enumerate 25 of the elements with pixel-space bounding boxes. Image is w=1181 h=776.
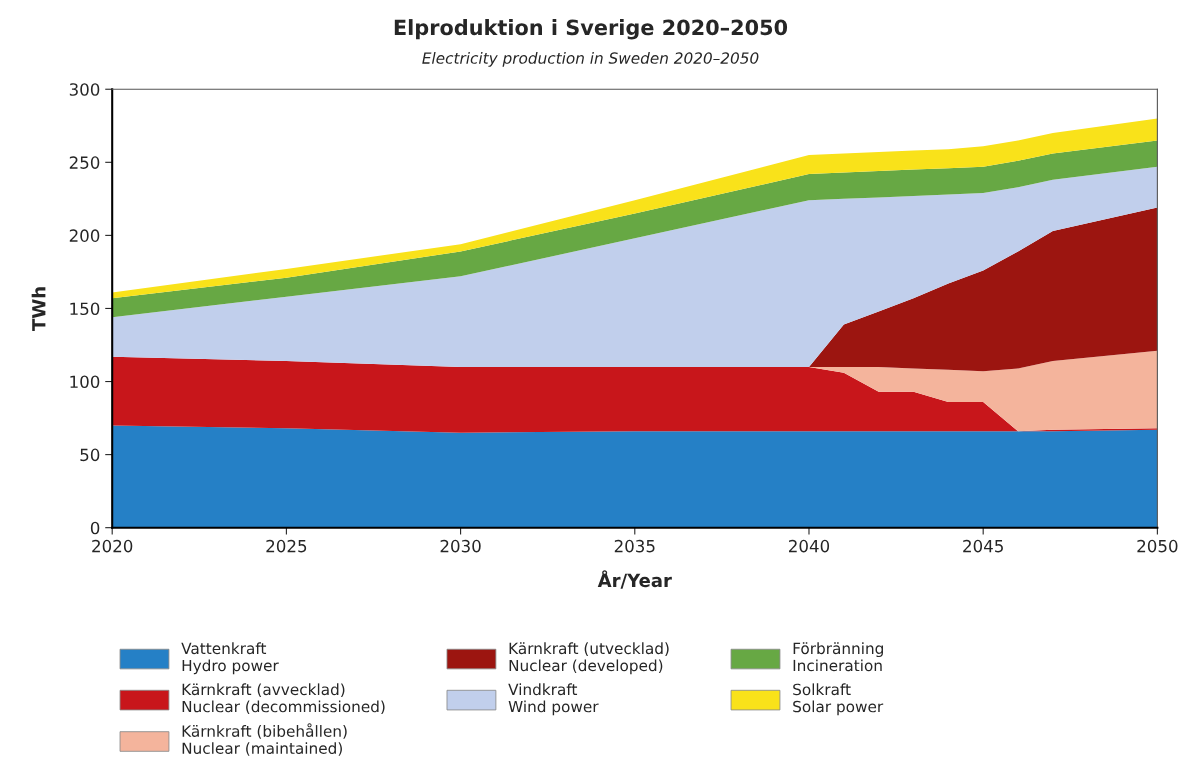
y-tick-label: 200 xyxy=(69,229,100,242)
legend-label: Förbränning Incineration xyxy=(793,642,883,672)
x-tick-label: 2020 xyxy=(92,539,133,553)
y-tick-label: 0 xyxy=(90,521,100,535)
x-tick-label: 2040 xyxy=(789,539,830,553)
x-tick-label: 2030 xyxy=(440,539,481,553)
y-tick-label: 150 xyxy=(70,302,100,316)
y-tick-label: 100 xyxy=(70,375,100,389)
x-tick-label: 2045 xyxy=(963,539,1003,553)
chart-title: Elproduktion i Sverige 2020–2050 xyxy=(394,19,788,40)
x-tick-label: 2035 xyxy=(614,539,655,553)
x-axis-title: År/Year xyxy=(597,570,672,589)
legend-label: Vattenkraft Hydro power xyxy=(181,642,279,675)
x-tick-label: 2025 xyxy=(266,539,307,553)
legend-label: Kärnkraft (bibehållen) Nuclear (maintained) xyxy=(182,723,347,756)
y-axis-title: TWh xyxy=(31,287,46,331)
legend-label: Vindkraft Wind power xyxy=(508,683,599,716)
y-tick-label: 250 xyxy=(69,156,100,169)
chart-subtitle: Electricity production in Sweden 2020–2050 xyxy=(422,52,759,67)
legend-label: Kärnkraft (utvecklad) Nuclear (developed) xyxy=(509,642,669,675)
y-tick-label: 300 xyxy=(69,83,100,96)
legend-label: Solkraft Solar power xyxy=(793,683,884,716)
x-tick-label: 2050 xyxy=(1137,539,1178,553)
legend-label: Kärnkraft (avvecklad) Nuclear (decommissioned) xyxy=(182,683,385,715)
y-tick-label: 50 xyxy=(80,448,100,462)
